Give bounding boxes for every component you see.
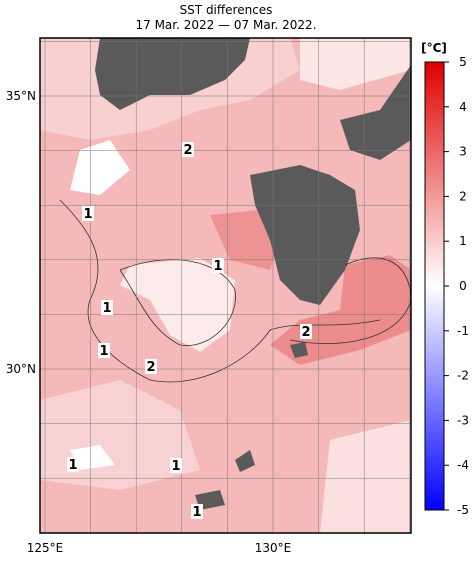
map-area bbox=[40, 38, 411, 533]
lat-label: 30°N bbox=[6, 362, 36, 376]
contour-label-bg bbox=[145, 359, 157, 374]
lon-label: 130°E bbox=[255, 541, 292, 555]
map-title: SST differences bbox=[180, 3, 273, 17]
contour-label-bg bbox=[212, 258, 224, 273]
colorbar-tick-label: 1 bbox=[459, 234, 467, 248]
sea-patch bbox=[70, 140, 130, 195]
colorbar-tick-label: 0 bbox=[459, 279, 467, 293]
map-subtitle: 17 Mar. 2022 — 07 Mar. 2022. bbox=[135, 18, 316, 32]
colorbar bbox=[424, 61, 445, 511]
land bbox=[340, 65, 411, 160]
contour-label: 1 bbox=[68, 458, 77, 473]
colorbar-tick-label: -1 bbox=[457, 324, 469, 338]
colorbar-tick-label: 4 bbox=[459, 100, 467, 114]
colorbar-tick-label: 2 bbox=[459, 189, 467, 203]
contour-label-bg bbox=[98, 343, 110, 358]
colorbar-tick-label: 3 bbox=[459, 145, 467, 159]
contour-label: 1 bbox=[171, 459, 180, 474]
contour-label: 2 bbox=[301, 325, 310, 340]
contour-line bbox=[59, 199, 381, 383]
contour-label-bg bbox=[191, 504, 203, 519]
land bbox=[250, 165, 360, 305]
land bbox=[95, 38, 250, 110]
sea-patch bbox=[320, 420, 411, 533]
contour-label: 1 bbox=[213, 259, 222, 274]
colorbar-unit: [°C] bbox=[421, 41, 447, 55]
map-frame bbox=[39, 37, 412, 534]
contour-label-bg bbox=[182, 142, 194, 157]
contour-label: 1 bbox=[102, 301, 111, 316]
contour-label-bg bbox=[170, 458, 182, 473]
sea-patch bbox=[70, 445, 115, 470]
land bbox=[235, 450, 255, 472]
contour-label-bg bbox=[300, 324, 312, 339]
colorbar-tick-label: -4 bbox=[457, 458, 469, 472]
colorbar-tick-label: -2 bbox=[457, 369, 469, 383]
sea-patch bbox=[300, 38, 411, 90]
contour-label: 1 bbox=[192, 505, 201, 520]
contour-label: 1 bbox=[99, 344, 108, 359]
colorbar-tick-label: -3 bbox=[457, 413, 469, 427]
contour-label: 2 bbox=[146, 360, 155, 375]
contour-label-bg bbox=[67, 457, 79, 472]
contour-label: 2 bbox=[183, 143, 192, 158]
land bbox=[290, 342, 308, 358]
contour-label-bg bbox=[82, 206, 94, 221]
colorbar-tick-label: -5 bbox=[457, 503, 469, 517]
colorbar-tick-label: 5 bbox=[459, 55, 467, 69]
sea-patch bbox=[120, 258, 235, 352]
contour-label: 1 bbox=[83, 207, 92, 222]
contour-label-bg bbox=[101, 300, 113, 315]
lat-label: 35°N bbox=[6, 89, 36, 103]
lon-label: 125°E bbox=[27, 541, 64, 555]
